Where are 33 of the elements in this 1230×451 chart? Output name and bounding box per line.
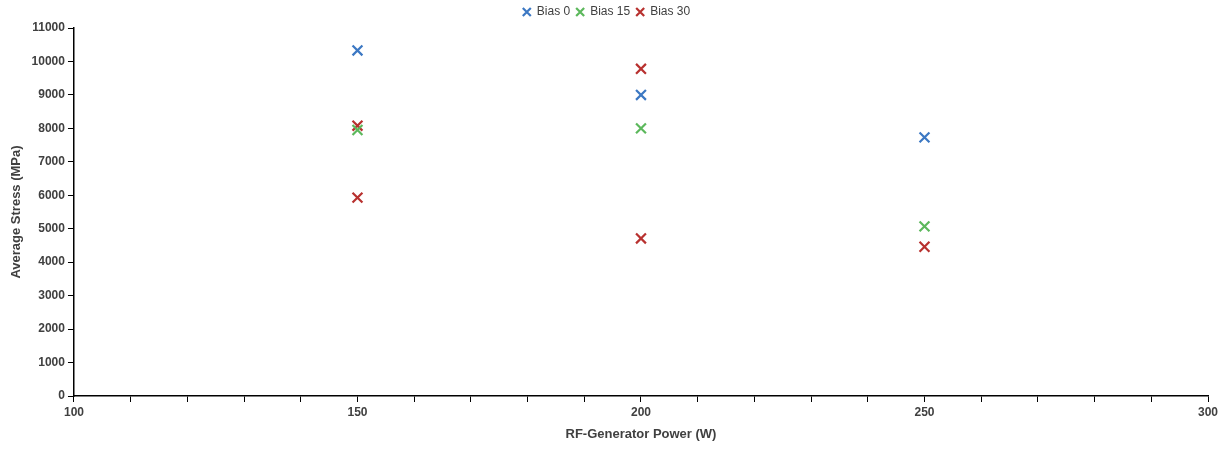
legend-label: Bias 30 (650, 4, 691, 19)
point (634, 62, 648, 75)
y-tick-label: 4000 (38, 254, 66, 269)
y-tick-label: 11000 (32, 20, 66, 35)
y-tick-label: 6000 (38, 187, 66, 202)
x-tick-label: 200 (630, 404, 652, 419)
y-tick-label: 5000 (38, 221, 66, 236)
point (634, 232, 648, 245)
y-tick-label: 9000 (38, 87, 66, 102)
point (351, 119, 364, 132)
x-tick-label: 150 (347, 404, 368, 419)
point (351, 191, 364, 204)
point (351, 44, 364, 57)
x-tick-label: 100 (63, 404, 85, 419)
y-tick-label: 3000 (38, 287, 66, 302)
y-tick-label: 2000 (38, 321, 66, 336)
point (634, 88, 648, 101)
point (918, 240, 931, 253)
y-tick-label: 10000 (31, 53, 66, 68)
y-tick-label: 0 (58, 388, 66, 403)
point (918, 220, 931, 233)
point (634, 122, 648, 135)
legend-label: Bias 0 (536, 4, 571, 19)
x-axis-title: RF-Generator Power (W) (565, 425, 717, 441)
x-tick-label: 250 (914, 404, 935, 419)
point (351, 123, 364, 137)
x-tick-label: 300 (1197, 404, 1219, 419)
legend-label: Bias 15 (590, 4, 631, 19)
y-tick-label: 8000 (38, 120, 66, 135)
y-tick-label: 7000 (38, 154, 66, 169)
y-axis-title: Average Stress (MPa) (8, 145, 24, 279)
y-tick-label: 1000 (38, 354, 66, 369)
point (918, 131, 931, 144)
